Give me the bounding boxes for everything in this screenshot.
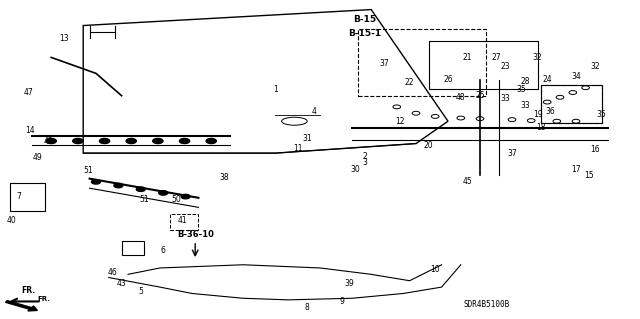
Circle shape — [114, 183, 123, 188]
Text: 24: 24 — [542, 75, 552, 84]
Circle shape — [99, 138, 109, 144]
Text: 51: 51 — [83, 166, 93, 175]
Text: 7: 7 — [17, 192, 22, 201]
Bar — [541, 85, 602, 123]
Text: 35: 35 — [516, 85, 527, 94]
Text: 20: 20 — [424, 141, 434, 150]
Text: 51: 51 — [139, 195, 149, 204]
Text: 15: 15 — [584, 171, 594, 180]
Text: 37: 37 — [379, 59, 389, 68]
Circle shape — [126, 138, 136, 144]
Text: 21: 21 — [463, 53, 472, 62]
Circle shape — [179, 138, 189, 144]
Text: 37: 37 — [507, 149, 517, 158]
Text: B-15-1: B-15-1 — [348, 29, 381, 38]
Bar — [541, 85, 602, 123]
Bar — [170, 214, 198, 230]
Bar — [122, 241, 144, 255]
Bar — [358, 29, 486, 96]
Text: 17: 17 — [571, 165, 581, 174]
Text: 11: 11 — [293, 144, 302, 153]
Text: 10: 10 — [430, 265, 440, 274]
Text: 32: 32 — [532, 53, 543, 62]
Text: 13: 13 — [59, 34, 69, 43]
Bar — [429, 41, 538, 89]
Circle shape — [206, 138, 216, 144]
Text: B-15: B-15 — [353, 15, 376, 24]
Text: 26: 26 — [443, 75, 453, 84]
Text: 33: 33 — [500, 94, 511, 103]
Text: 25: 25 — [475, 91, 485, 100]
Circle shape — [181, 194, 190, 199]
Text: 30: 30 — [350, 165, 360, 174]
Text: 43: 43 — [116, 279, 127, 288]
Text: 40: 40 — [6, 216, 17, 225]
Text: 22: 22 — [405, 78, 414, 87]
Circle shape — [73, 138, 83, 144]
Text: 9: 9 — [340, 297, 345, 306]
Text: 41: 41 — [177, 216, 188, 225]
Text: 6: 6 — [161, 246, 166, 255]
Text: 14: 14 — [25, 126, 35, 135]
Text: FR.: FR. — [37, 296, 50, 302]
Text: 35: 35 — [596, 110, 607, 119]
Circle shape — [92, 180, 100, 184]
Text: 36: 36 — [545, 107, 556, 116]
Circle shape — [46, 138, 56, 144]
Text: 16: 16 — [590, 145, 600, 154]
Text: 1: 1 — [273, 85, 278, 94]
Text: 33: 33 — [520, 101, 530, 110]
Text: 32: 32 — [590, 63, 600, 71]
Text: 47: 47 — [24, 88, 34, 97]
Text: 39: 39 — [344, 279, 354, 288]
Bar — [10, 183, 45, 211]
Text: 34: 34 — [571, 72, 581, 81]
Text: FR.: FR. — [22, 286, 36, 295]
Text: 49: 49 — [32, 153, 42, 162]
Text: 48: 48 — [456, 93, 466, 102]
Text: 42: 42 — [43, 137, 53, 146]
Text: 8: 8 — [305, 303, 310, 312]
Text: 19: 19 — [532, 110, 543, 119]
Text: 45: 45 — [462, 177, 472, 186]
Text: 46: 46 — [107, 268, 117, 277]
Text: 27: 27 — [491, 53, 501, 62]
Text: SDR4B5100B: SDR4B5100B — [463, 300, 509, 309]
Circle shape — [136, 187, 145, 191]
Circle shape — [153, 138, 163, 144]
Circle shape — [159, 191, 168, 195]
Text: B-36-10: B-36-10 — [177, 230, 214, 239]
Text: 3: 3 — [362, 158, 367, 167]
Text: 5: 5 — [138, 287, 143, 296]
Text: 31: 31 — [302, 134, 312, 143]
Text: 28: 28 — [520, 77, 529, 86]
FancyArrow shape — [5, 300, 37, 311]
Text: 23: 23 — [500, 63, 511, 71]
Text: 4: 4 — [311, 107, 316, 116]
Text: 2: 2 — [362, 152, 367, 161]
Text: 38: 38 — [219, 173, 229, 182]
Text: 50: 50 — [171, 195, 181, 204]
Text: 18: 18 — [536, 123, 545, 132]
Text: 12: 12 — [396, 117, 404, 126]
